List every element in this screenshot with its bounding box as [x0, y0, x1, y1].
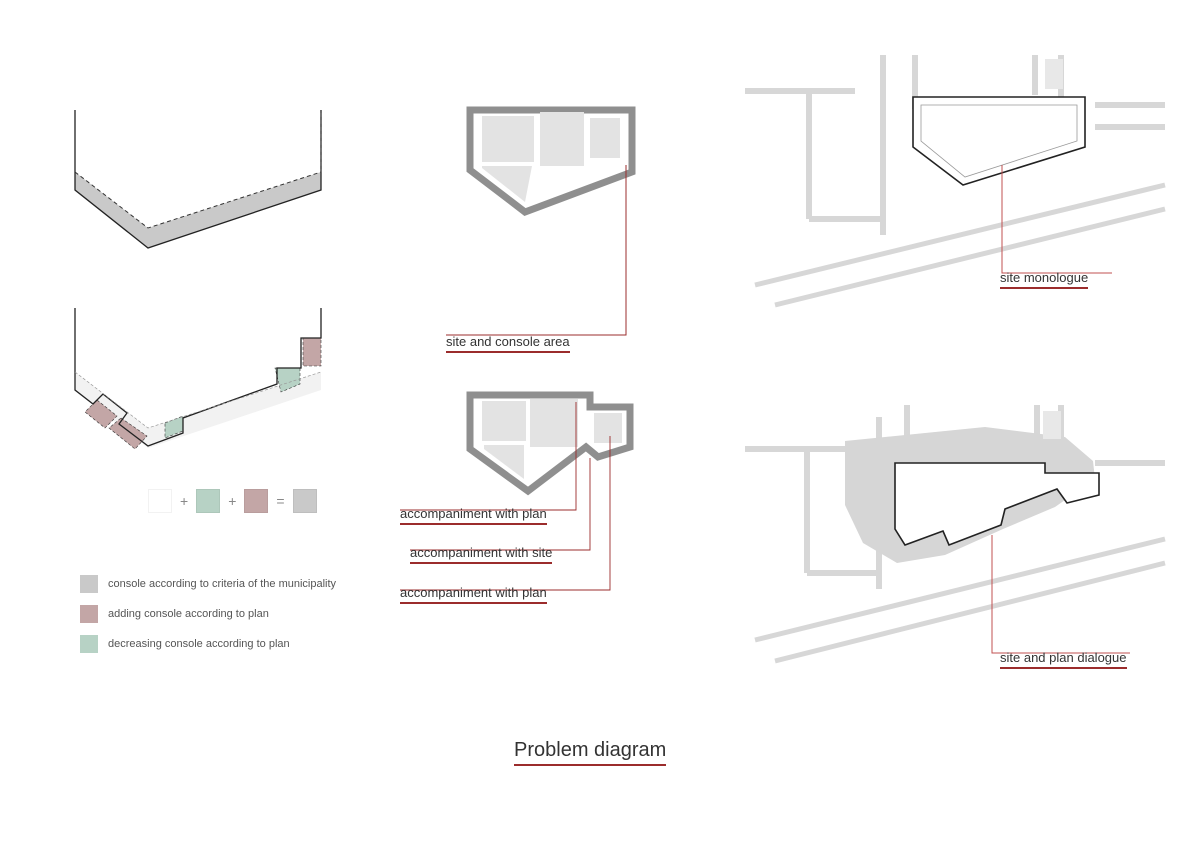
label-site-console: site and console area [446, 334, 570, 353]
callout-site-mono [992, 165, 1132, 285]
diagram-top-left [75, 110, 335, 255]
legend-text-3: decreasing console according to plan [108, 638, 290, 650]
callout-site-console [446, 165, 646, 350]
legend-text-1: console according to criteria of the mun… [108, 578, 336, 590]
legend-swatch-mauve [80, 605, 98, 623]
eq-swatch-white [148, 489, 172, 513]
plus-1: + [180, 493, 188, 509]
plus-2: + [228, 493, 236, 509]
label-acc-site: accompaniment with site [410, 545, 552, 564]
eq-swatch-mauve [244, 489, 268, 513]
diagram-left-2 [75, 308, 335, 473]
legend-2: adding console according to plan [80, 605, 269, 623]
label-site-dialog: site and plan dialogue [1000, 650, 1127, 669]
label-acc-plan1: accompaniment with plan [400, 506, 547, 525]
label-site-mono: site monologue [1000, 270, 1088, 289]
title: Problem diagram [514, 739, 666, 766]
eq: = [276, 493, 284, 509]
legend-3: decreasing console according to plan [80, 635, 290, 653]
eq-swatch-gray [293, 489, 317, 513]
equation-row: + + = [148, 489, 317, 513]
legend-swatch-gray [80, 575, 98, 593]
legend-text-2: adding console according to plan [108, 608, 269, 620]
callout-site-dialog [980, 535, 1140, 665]
legend-swatch-green [80, 635, 98, 653]
eq-swatch-green [196, 489, 220, 513]
legend-1: console according to criteria of the mun… [80, 575, 336, 593]
label-acc-plan2: accompaniment with plan [400, 585, 547, 604]
callout-acc [400, 400, 630, 600]
